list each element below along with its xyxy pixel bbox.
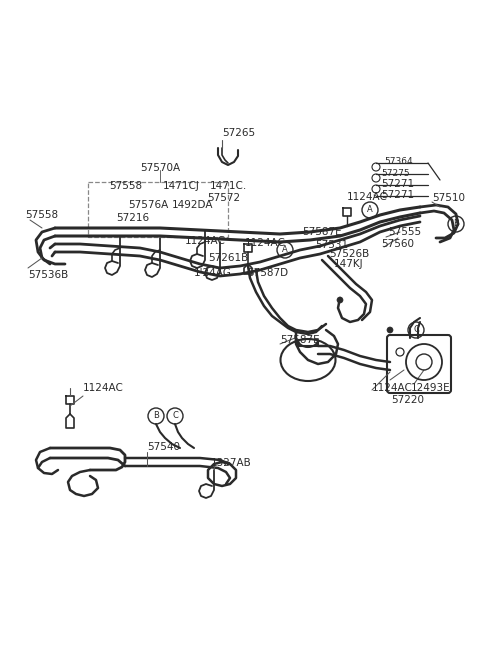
Text: 57220: 57220 (391, 395, 424, 405)
Text: 57536B: 57536B (28, 270, 68, 280)
Text: A: A (282, 246, 288, 254)
Text: 1327AB: 1327AB (211, 458, 252, 468)
Text: 147KJ: 147KJ (334, 259, 364, 269)
Text: 57555: 57555 (388, 227, 421, 237)
Text: 57576A: 57576A (128, 200, 168, 210)
Circle shape (337, 297, 343, 303)
Text: 57364: 57364 (384, 158, 413, 166)
Text: 57570A: 57570A (140, 163, 180, 173)
Text: 1124AC: 1124AC (83, 383, 124, 393)
Text: 57261B: 57261B (208, 253, 248, 263)
Text: 57587E: 57587E (280, 335, 320, 345)
Text: 57558: 57558 (25, 210, 58, 220)
Text: 57587E: 57587E (302, 227, 342, 237)
Text: 12493E: 12493E (411, 383, 451, 393)
Text: B: B (453, 219, 459, 229)
Text: 57540: 57540 (147, 442, 180, 452)
Text: 1'24AG: 1'24AG (194, 268, 232, 278)
Text: 57526B: 57526B (329, 249, 369, 259)
Text: 57558: 57558 (109, 181, 142, 191)
Text: 57510: 57510 (432, 193, 465, 203)
Circle shape (387, 327, 393, 333)
Text: 1471CJ: 1471CJ (163, 181, 200, 191)
Text: C: C (172, 411, 178, 420)
Text: 57265: 57265 (222, 128, 255, 138)
Text: 1124AC: 1124AC (347, 192, 388, 202)
Text: 57216: 57216 (116, 213, 149, 223)
Text: B: B (153, 411, 159, 420)
Text: 57560: 57560 (381, 239, 414, 249)
Text: 57572: 57572 (207, 193, 240, 203)
Text: C: C (413, 325, 419, 334)
Text: A: A (367, 206, 373, 214)
Text: 1492DA: 1492DA (172, 200, 214, 210)
Text: 57271: 57271 (381, 190, 414, 200)
Text: 1124AC: 1124AC (372, 383, 413, 393)
Text: 1124AC: 1124AC (245, 238, 286, 248)
Text: 57531: 57531 (315, 240, 348, 250)
Text: 57587D: 57587D (247, 268, 288, 278)
Text: 57275: 57275 (381, 168, 409, 177)
Text: 57271: 57271 (381, 179, 414, 189)
Text: 1471C.: 1471C. (210, 181, 247, 191)
Text: 1124AC: 1124AC (185, 236, 226, 246)
